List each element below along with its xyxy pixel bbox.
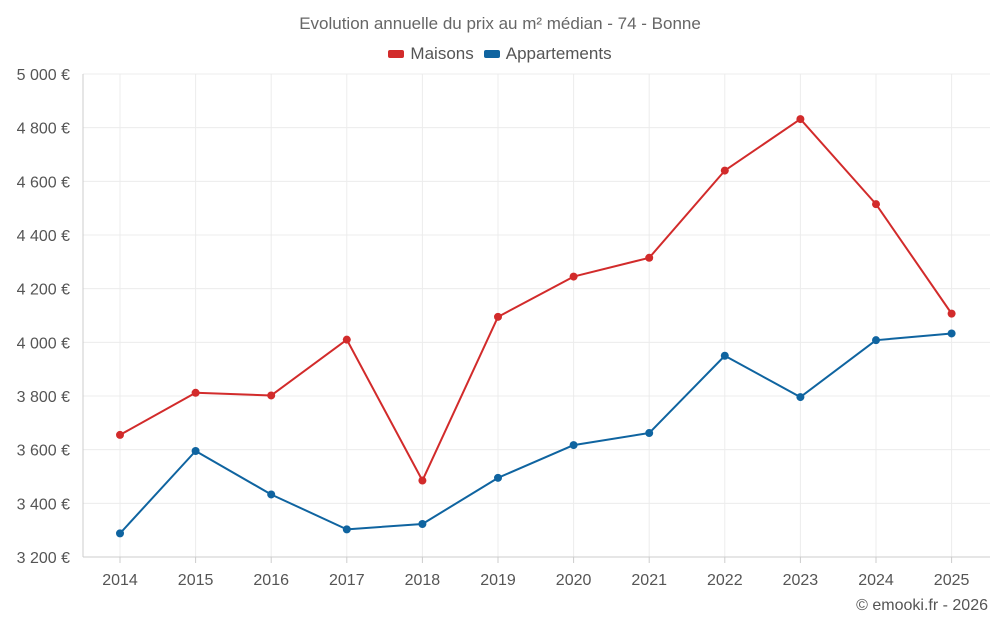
x-tick-label: 2021 (631, 572, 667, 589)
data-point-appartements (796, 393, 805, 402)
series-line-maisons (119, 118, 953, 482)
data-point-appartements (720, 351, 729, 360)
x-tick-label: 2019 (480, 572, 516, 589)
data-point-appartements (342, 525, 351, 534)
x-tick-label: 2017 (329, 572, 365, 589)
y-tick-label: 4 600 € (17, 174, 70, 191)
data-point-appartements (569, 441, 578, 450)
x-tick-label: 2016 (253, 572, 289, 589)
y-tick-label: 4 400 € (17, 228, 70, 245)
data-point-maisons (418, 476, 427, 485)
data-point-maisons (494, 312, 502, 321)
data-point-appartements (494, 473, 502, 482)
data-point-maisons (720, 166, 729, 175)
data-point-appartements (947, 329, 956, 338)
data-point-maisons (796, 115, 805, 124)
x-tick-label: 2025 (934, 572, 970, 589)
data-point-appartements (191, 447, 200, 456)
y-tick-label: 3 800 € (17, 389, 70, 406)
data-point-appartements (872, 336, 880, 345)
data-point-maisons (569, 272, 578, 281)
y-tick-label: 3 200 € (17, 550, 70, 567)
chart-legend: Maisons Appartements (0, 44, 1000, 64)
legend-item-appartements[interactable]: Appartements (483, 44, 612, 64)
x-tick-label: 2023 (783, 572, 819, 589)
data-point-maisons (872, 200, 880, 209)
legend-item-maisons[interactable]: Maisons (388, 44, 474, 64)
data-point-maisons (116, 430, 124, 439)
chart-title: Evolution annuelle du prix au m² médian … (299, 14, 701, 33)
data-point-maisons (191, 388, 200, 397)
x-tick-label: 2022 (707, 572, 743, 589)
series-line-appartements (119, 332, 952, 535)
x-tick-label: 2014 (102, 572, 138, 589)
x-tick-label: 2024 (858, 572, 894, 589)
y-tick-label: 4 200 € (17, 282, 70, 299)
x-tick-label: 2018 (405, 572, 441, 589)
x-tick-label: 2020 (556, 572, 592, 589)
legend-label-maisons: Maisons (410, 44, 474, 63)
legend-swatch-maisons (388, 50, 405, 58)
legend-label-appartements: Appartements (505, 44, 612, 63)
data-point-maisons (947, 309, 956, 318)
data-point-maisons (342, 335, 351, 344)
y-tick-label: 5 000 € (17, 67, 70, 84)
y-tick-label: 4 800 € (17, 121, 70, 138)
x-tick-label: 2015 (178, 572, 214, 589)
data-point-maisons (267, 391, 276, 400)
y-tick-label: 3 600 € (17, 443, 70, 460)
y-tick-label: 3 400 € (17, 496, 70, 513)
legend-swatch-appartements (483, 50, 500, 58)
data-point-maisons (645, 253, 654, 262)
y-tick-label: 4 000 € (17, 335, 70, 352)
data-point-appartements (645, 429, 654, 438)
data-point-appartements (267, 490, 276, 499)
data-point-appartements (116, 529, 124, 538)
copyright-footer: © emooki.fr - 2026 (856, 597, 988, 614)
data-point-appartements (418, 519, 427, 528)
